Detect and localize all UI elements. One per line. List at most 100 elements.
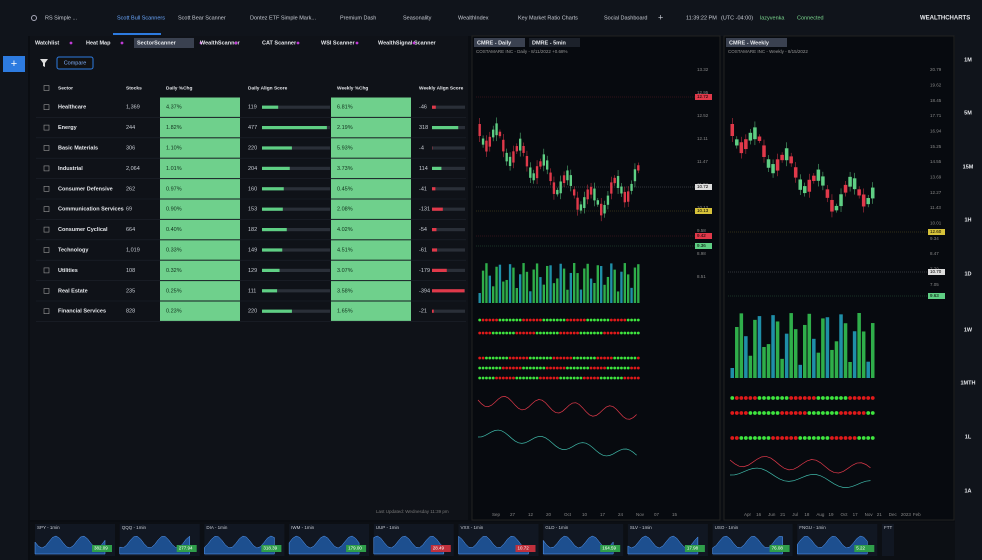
timeframe[interactable]: 5M	[964, 110, 972, 116]
signal-dot	[780, 396, 784, 400]
header-checkbox[interactable]	[43, 85, 50, 91]
top-tab[interactable]: Key Market Ratio Charts	[518, 15, 578, 21]
price-label: 17.71	[930, 113, 942, 118]
row-checkbox[interactable]	[43, 267, 50, 274]
timeframe[interactable]: 1M	[964, 57, 972, 63]
signal-dot	[555, 376, 559, 380]
column-header[interactable]: Daily Align Score	[248, 85, 288, 91]
add-button[interactable]	[3, 56, 25, 72]
signal-dot	[522, 356, 525, 360]
sector-name[interactable]: Utilities	[58, 268, 78, 274]
row-checkbox[interactable]	[43, 226, 50, 233]
top-tab[interactable]: Dontez ETF Simple Mark...	[250, 15, 316, 21]
sector-name[interactable]: Energy	[58, 125, 78, 131]
column-header[interactable]: Weekly Align Score	[419, 85, 464, 91]
chart-tab-bg[interactable]	[529, 38, 580, 47]
timeframe[interactable]: 1W	[964, 327, 973, 333]
timeframe[interactable]: 1L	[965, 434, 972, 440]
plus: +	[11, 58, 17, 70]
chart-tab-bg[interactable]	[474, 38, 525, 47]
row-checkbox[interactable]	[43, 308, 50, 315]
chart-tab[interactable]: CMRE - Weekly	[729, 40, 770, 46]
top-tab[interactable]: Scott Bull Scanners	[117, 15, 165, 21]
sub-tab[interactable]: WealthSignal Scanner	[378, 40, 437, 46]
row-checkbox[interactable]	[43, 145, 50, 151]
chart-tab-bg[interactable]	[726, 38, 787, 47]
signal-dot	[775, 411, 780, 415]
sub-tab[interactable]: Watchlist	[35, 40, 59, 46]
time-label: 27	[510, 512, 516, 517]
time-label: Feb	[913, 512, 921, 517]
column-header[interactable]: Sector	[58, 85, 73, 91]
top-tab[interactable]: Social Dashboard	[604, 15, 647, 21]
signal-dot	[606, 376, 610, 380]
ticker-card[interactable]	[882, 524, 894, 556]
filter-icon[interactable]	[40, 59, 48, 67]
candle-body	[739, 142, 744, 154]
signal-dot	[528, 331, 532, 335]
ticker-sparkline	[712, 535, 783, 555]
new-tab[interactable]: +	[658, 12, 663, 22]
timeframe[interactable]: 1H	[964, 217, 971, 223]
row-checkbox[interactable]	[43, 165, 50, 172]
sub-tab[interactable]: WealthScanner	[200, 40, 240, 46]
daily-score-track	[262, 248, 330, 252]
top-tab[interactable]: Scott Bear Scanner	[178, 15, 226, 21]
top-tab[interactable]: Premium Dash	[340, 15, 376, 21]
top-tab[interactable]: RS Simple ...	[45, 15, 78, 21]
column-header[interactable]: Weekly %Chg	[337, 85, 368, 91]
timeframe[interactable]: 1MTH	[961, 380, 976, 386]
top-tab[interactable]: Seasonality	[403, 15, 432, 21]
price-marker-label: 10.13	[697, 208, 709, 213]
sector-name[interactable]: Industrial	[58, 166, 83, 172]
timeframe[interactable]: 1D	[964, 271, 971, 277]
sub-tab[interactable]: CAT Scanner	[262, 40, 297, 46]
ticker-name: QQQ - 1min	[122, 525, 147, 530]
compare-button[interactable]	[56, 56, 94, 70]
timeframe[interactable]: 15M	[963, 164, 974, 170]
sub-tab[interactable]: WSI Scanner	[321, 40, 355, 46]
signal-dot	[620, 366, 623, 370]
signal-dot	[555, 331, 559, 335]
sector-name[interactable]: Consumer Defensive	[58, 186, 113, 192]
volume-bar	[744, 336, 748, 378]
chart-tab[interactable]: CMRE - Daily	[477, 40, 512, 46]
volume-bar	[512, 267, 515, 303]
row-checkbox[interactable]	[43, 206, 50, 212]
signal-dot	[825, 411, 830, 415]
sector-name[interactable]: Financial Services	[58, 309, 106, 315]
time-label: 20	[546, 512, 552, 517]
chart-tab[interactable]: DMRE - 5min	[532, 40, 567, 46]
weekly-change: 2.08%	[337, 207, 353, 213]
ticker-price-bg	[684, 545, 705, 552]
daily-score-track	[262, 187, 330, 191]
sector-name[interactable]: Communication Services	[58, 207, 124, 213]
signal-dot	[552, 366, 556, 370]
weekly-change-cell	[331, 97, 411, 117]
timeframe[interactable]: 1A	[964, 488, 971, 494]
signal-dot	[515, 356, 519, 360]
sector-name[interactable]: Basic Materials	[58, 145, 98, 151]
row-checkbox[interactable]	[43, 287, 50, 294]
sub-tab[interactable]: Heat Map	[86, 40, 111, 46]
price-label: 11.47	[697, 159, 708, 164]
signal-dot	[834, 411, 839, 415]
signal-dot	[562, 318, 566, 322]
row-checkbox[interactable]	[43, 124, 50, 131]
sector-name[interactable]: Technology	[58, 247, 89, 253]
candle-body	[762, 145, 766, 157]
column-header[interactable]: Daily %Chg	[166, 85, 192, 91]
top-tab[interactable]: WealthIndex	[458, 15, 489, 21]
sector-name[interactable]: Real Estate	[58, 288, 88, 294]
signal-dot	[857, 396, 862, 400]
row-checkbox[interactable]	[43, 104, 50, 110]
daily-change-cell	[160, 97, 240, 117]
row-checkbox[interactable]	[43, 247, 50, 253]
sector-name[interactable]: Healthcare	[58, 105, 86, 111]
sub-tab[interactable]: SectorScanner	[137, 40, 177, 46]
signal-dot	[539, 331, 542, 335]
sector-name[interactable]: Consumer Cyclical	[58, 227, 108, 233]
column-header[interactable]: Stocks	[126, 85, 142, 91]
row-checkbox[interactable]	[43, 186, 50, 192]
search-icon[interactable]	[31, 15, 37, 21]
